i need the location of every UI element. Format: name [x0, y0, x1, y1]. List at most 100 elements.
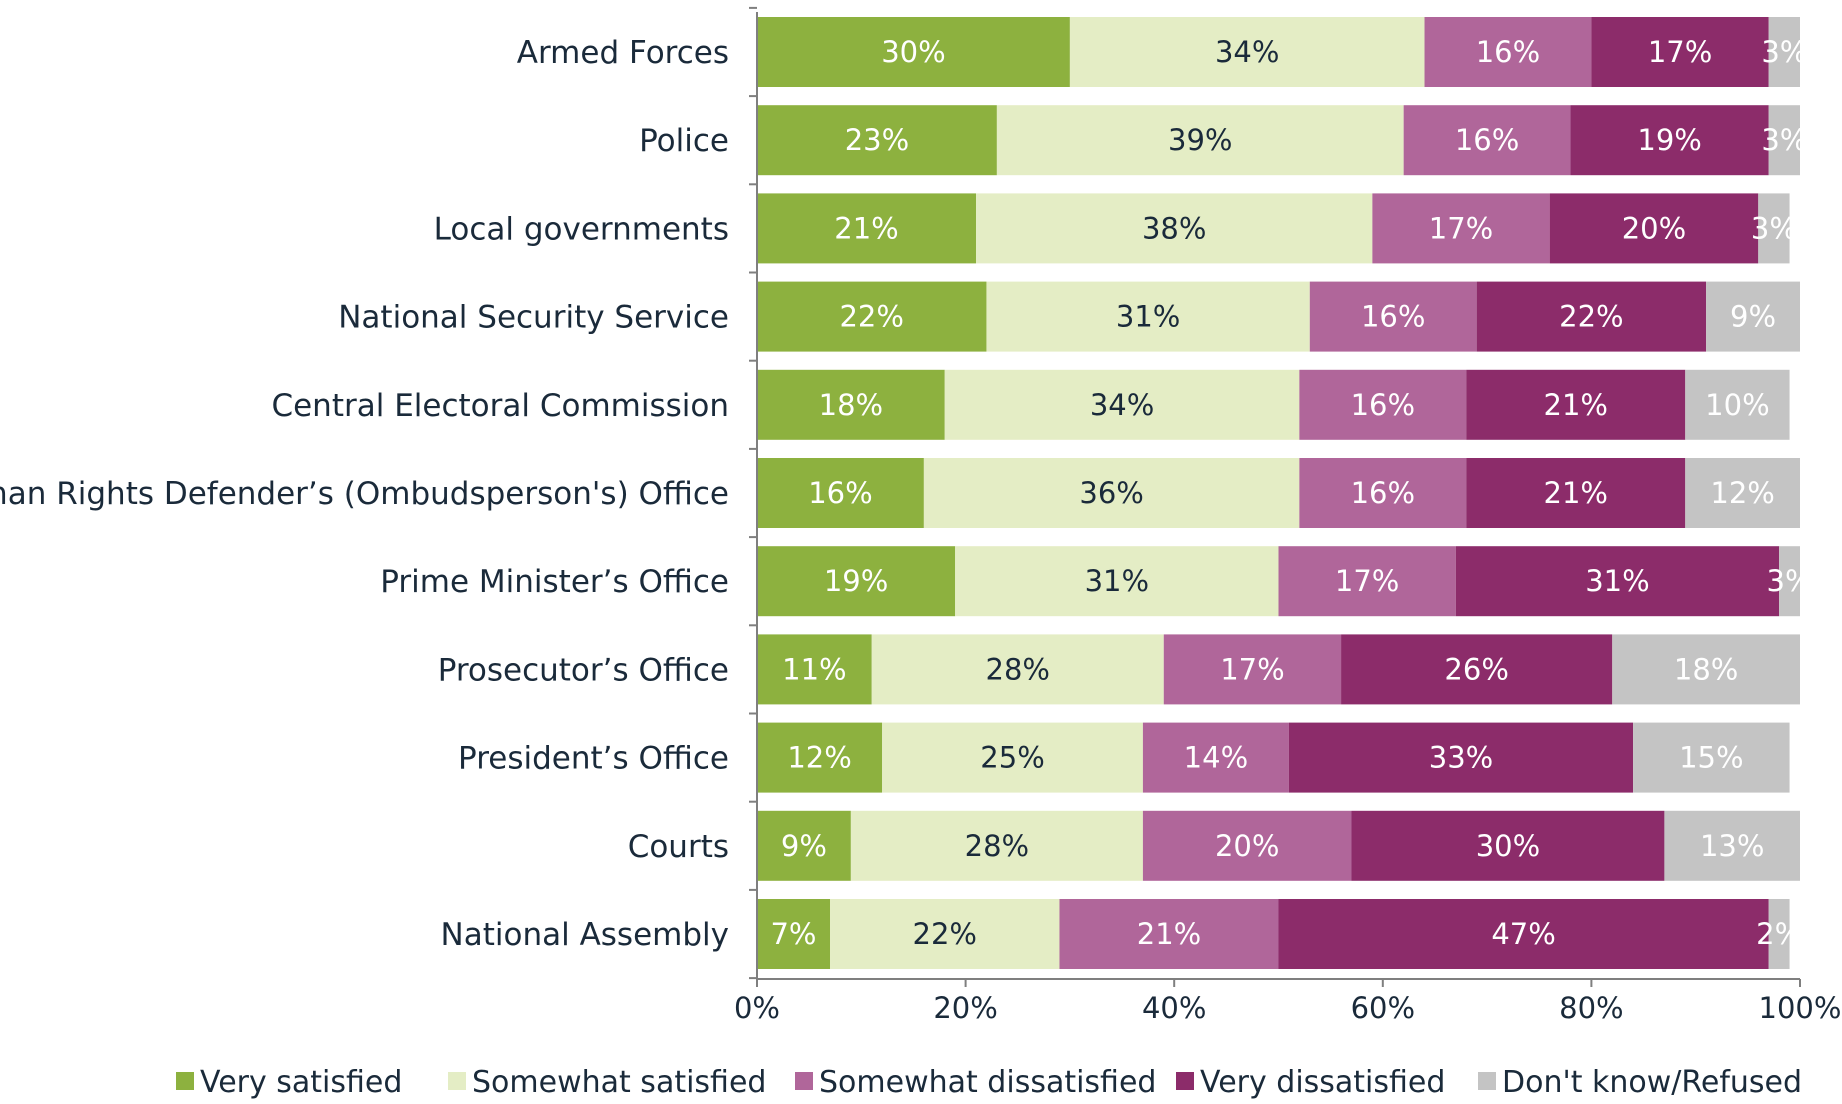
data-label: 28%: [986, 652, 1050, 686]
bar-segment: [757, 105, 997, 176]
bars-group: [757, 17, 1800, 969]
data-label: 3%: [1761, 35, 1807, 69]
data-label: 14%: [1184, 741, 1248, 775]
data-label: 25%: [980, 741, 1044, 775]
bar-segment: [1142, 810, 1352, 881]
category-label: Police: [639, 123, 729, 159]
data-label: 3%: [1751, 211, 1797, 245]
bar-segment: [1768, 105, 1800, 176]
legend-label: Don't know/Refused: [1502, 1065, 1802, 1100]
data-label: 18%: [1674, 652, 1738, 686]
axes-group: [749, 6, 1801, 987]
bar-segment: [1591, 17, 1769, 87]
data-label: 34%: [1090, 388, 1154, 422]
bar-segment: [1706, 281, 1800, 352]
bar-segment: [1142, 722, 1289, 793]
data-label: 16%: [1476, 35, 1540, 69]
data-label: 3%: [1767, 564, 1813, 598]
data-label: 33%: [1429, 741, 1493, 775]
bar-segment: [1309, 281, 1477, 352]
bar-segment: [1779, 546, 1800, 617]
bar-segment: [757, 458, 924, 528]
bar-segment: [1664, 810, 1800, 881]
x-tick-label: 100%: [1759, 991, 1842, 1025]
data-label: 28%: [965, 829, 1029, 863]
data-label: 21%: [1544, 476, 1608, 510]
data-label: 12%: [787, 741, 851, 775]
category-label: Central Electoral Commission: [271, 388, 729, 424]
data-label: 12%: [1710, 476, 1774, 510]
legend-label: Very satisfied: [200, 1065, 402, 1100]
bar-segment: [1758, 193, 1790, 264]
legend-swatch: [1176, 1072, 1194, 1090]
data-label: 16%: [1361, 300, 1425, 334]
category-label: Courts: [628, 829, 729, 865]
bar-segment: [1424, 17, 1592, 87]
bar-segment: [1278, 546, 1456, 617]
data-label: 13%: [1700, 829, 1764, 863]
bar-segment: [757, 722, 883, 793]
data-label: 21%: [1137, 917, 1201, 951]
bar-segment: [871, 634, 1164, 705]
bar-segment: [1466, 458, 1686, 528]
bar-segment: [757, 193, 977, 264]
bar-segment: [1299, 458, 1467, 528]
bar-segment: [882, 722, 1143, 793]
x-tick-label: 40%: [1142, 991, 1206, 1025]
bar-segment: [1372, 193, 1550, 264]
data-label: 31%: [1116, 300, 1180, 334]
data-label: 22%: [913, 917, 977, 951]
category-label: Local governments: [434, 211, 729, 247]
data-label: 21%: [834, 211, 898, 245]
bar-segment: [996, 105, 1404, 176]
legend-swatch: [795, 1072, 813, 1090]
data-label: 17%: [1335, 564, 1399, 598]
category-label: Prosecutor’s Office: [438, 652, 729, 688]
category-label: National Security Service: [338, 300, 729, 336]
legend-swatch: [1478, 1072, 1496, 1090]
legend-label: Very dissatisfied: [1200, 1065, 1445, 1100]
data-label: 31%: [1085, 564, 1149, 598]
data-label: 39%: [1168, 123, 1232, 157]
data-label: 20%: [1622, 211, 1686, 245]
bar-segment: [1163, 634, 1342, 705]
data-label: 38%: [1142, 211, 1206, 245]
data-label: 26%: [1444, 652, 1508, 686]
bar-segment: [1685, 369, 1790, 440]
x-tick-label: 60%: [1351, 991, 1415, 1025]
bar-segment: [955, 546, 1279, 617]
data-label: 17%: [1220, 652, 1284, 686]
data-label: 19%: [1637, 123, 1701, 157]
data-label: 16%: [1455, 123, 1519, 157]
data-label: 9%: [1730, 300, 1776, 334]
bar-segment: [1455, 546, 1780, 617]
bar-segment: [757, 810, 851, 881]
category-label: Prime Minister’s Office: [380, 564, 729, 600]
x-tick-label: 0%: [734, 991, 780, 1025]
bar-segment: [1288, 722, 1634, 793]
data-label: 30%: [881, 35, 945, 69]
category-label: Human Rights Defender’s (Ombudsperson's)…: [0, 476, 729, 512]
data-label: 23%: [845, 123, 909, 157]
bar-segment: [757, 281, 987, 352]
bar-segment: [986, 281, 1310, 352]
bar-segment: [1685, 458, 1800, 528]
bar-segment: [923, 458, 1300, 528]
data-label: 3%: [1761, 123, 1807, 157]
data-label: 10%: [1705, 388, 1769, 422]
bar-segment: [1476, 281, 1707, 352]
bar-segment: [976, 193, 1373, 264]
data-label: 16%: [1351, 388, 1415, 422]
x-tick-label: 80%: [1559, 991, 1623, 1025]
data-label: 9%: [781, 829, 827, 863]
data-label: 47%: [1491, 917, 1555, 951]
data-label: 15%: [1679, 741, 1743, 775]
bar-segment: [757, 369, 945, 440]
data-label: 30%: [1476, 829, 1540, 863]
legend-label: Somewhat dissatisfied: [819, 1065, 1156, 1100]
bar-segment: [757, 899, 831, 969]
bar-segment: [1549, 193, 1759, 264]
bar-segment: [850, 810, 1143, 881]
